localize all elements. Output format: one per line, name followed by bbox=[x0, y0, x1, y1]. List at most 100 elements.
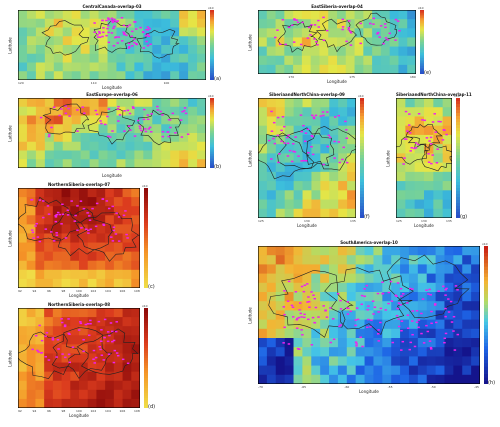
heatmap-cell bbox=[170, 133, 180, 143]
overlap-marker bbox=[293, 19, 296, 21]
heatmap-cell bbox=[258, 208, 268, 218]
heatmap-cell bbox=[105, 242, 115, 253]
overlap-marker bbox=[300, 130, 304, 133]
heatmap-cell bbox=[310, 10, 320, 20]
colorbar-segment bbox=[144, 318, 148, 321]
heatmap-cell bbox=[89, 98, 100, 108]
heatmap-cell bbox=[391, 319, 401, 330]
overlap-marker bbox=[307, 26, 311, 29]
overlap-marker bbox=[423, 119, 427, 122]
overlap-marker bbox=[110, 330, 114, 333]
heatmap-cell bbox=[143, 53, 153, 63]
heatmap-cell bbox=[26, 371, 36, 382]
overlap-marker bbox=[147, 128, 151, 130]
heatmap-cell bbox=[131, 197, 140, 207]
colorbar-segment bbox=[210, 147, 214, 150]
heatmap-cell bbox=[266, 10, 277, 20]
overlap-marker bbox=[430, 310, 433, 313]
heatmap-cell bbox=[62, 115, 73, 125]
heatmap-cell bbox=[152, 27, 162, 37]
heatmap-cell bbox=[320, 338, 330, 348]
heatmap-cell bbox=[26, 188, 36, 198]
overlap-marker bbox=[276, 116, 280, 119]
heatmap-cell bbox=[266, 134, 277, 145]
heatmap-cell bbox=[266, 328, 277, 339]
heatmap-cell bbox=[87, 317, 97, 327]
overlap-marker bbox=[99, 120, 102, 122]
heatmap-cell bbox=[35, 159, 46, 168]
overlap-marker bbox=[359, 42, 362, 45]
heatmap-cell bbox=[61, 197, 71, 207]
heatmap-cell bbox=[266, 116, 277, 127]
heatmap-cell bbox=[391, 246, 401, 256]
heatmap-cell bbox=[311, 356, 321, 367]
heatmap-cell bbox=[26, 124, 37, 134]
chart-title-a: CentralCanada-overlap-03 bbox=[82, 4, 142, 9]
heatmap-cell bbox=[258, 19, 268, 29]
heatmap-cell bbox=[266, 199, 277, 210]
heatmap-cell bbox=[329, 199, 339, 210]
overlap-marker bbox=[126, 25, 129, 28]
heatmap-cell bbox=[462, 301, 472, 311]
colorbar-segment bbox=[420, 21, 424, 24]
heatmap-cell bbox=[329, 328, 339, 339]
heatmap-cell bbox=[302, 374, 312, 384]
overlap-marker bbox=[346, 301, 350, 303]
heatmap-cell bbox=[389, 28, 399, 38]
overlap-marker bbox=[307, 296, 310, 298]
overlap-marker bbox=[303, 316, 306, 319]
heatmap-cell bbox=[266, 181, 277, 191]
heatmap-cell bbox=[373, 273, 383, 284]
colorbar-segment bbox=[484, 252, 488, 257]
overlap-marker bbox=[161, 130, 165, 133]
heatmap-cell bbox=[116, 133, 126, 143]
heatmap-cell bbox=[444, 310, 454, 321]
heatmap-cell bbox=[61, 308, 71, 318]
heatmap-cell bbox=[337, 19, 347, 29]
heatmap-cell bbox=[62, 150, 73, 160]
heatmap-cell bbox=[80, 62, 91, 72]
heatmap-cell bbox=[44, 326, 54, 336]
heatmap-cell bbox=[70, 242, 80, 253]
heatmap-cell bbox=[161, 62, 171, 72]
overlap-marker bbox=[420, 312, 423, 315]
heatmap-cell bbox=[373, 255, 383, 265]
colorbar-segment bbox=[210, 57, 214, 60]
heatmap-cell bbox=[152, 71, 162, 80]
heatmap-cell bbox=[311, 171, 321, 182]
colorbar-segment bbox=[144, 200, 148, 204]
heatmap-cell bbox=[152, 53, 162, 63]
heatmap-cell bbox=[417, 365, 428, 376]
contour-line bbox=[76, 212, 140, 262]
heatmap-cell bbox=[414, 153, 425, 164]
heatmap-cell bbox=[329, 98, 339, 108]
colorbar-segment bbox=[420, 13, 424, 16]
overlap-marker bbox=[131, 30, 134, 33]
colorbar-segment bbox=[210, 67, 214, 70]
heatmap-cell bbox=[44, 242, 54, 253]
colorbar-segment bbox=[144, 350, 148, 354]
heatmap-cell bbox=[107, 18, 117, 28]
heatmap-cell bbox=[302, 282, 312, 293]
heatmap-cell bbox=[44, 71, 55, 80]
heatmap-cell bbox=[391, 282, 401, 293]
heatmap-cell bbox=[258, 107, 268, 117]
heatmap-cell bbox=[424, 162, 434, 173]
overlap-marker bbox=[150, 113, 153, 115]
heatmap-cell bbox=[363, 28, 373, 38]
heatmap-cell bbox=[329, 107, 339, 117]
heatmap-cell bbox=[435, 365, 445, 376]
overlap-marker bbox=[292, 150, 295, 153]
contour-line bbox=[355, 12, 397, 46]
heatmap-cell bbox=[35, 362, 45, 373]
colorbar-segment bbox=[210, 20, 214, 23]
heatmap-cell bbox=[105, 344, 115, 354]
heatmap-cell bbox=[364, 310, 374, 321]
colorbar-segment bbox=[144, 233, 148, 236]
heatmap-cell bbox=[44, 188, 54, 198]
heatmap-cell bbox=[26, 27, 37, 37]
heatmap-cell bbox=[405, 190, 416, 201]
heatmap-cell bbox=[320, 273, 330, 284]
heatmap-cell bbox=[389, 37, 399, 48]
overlap-marker bbox=[429, 294, 432, 296]
